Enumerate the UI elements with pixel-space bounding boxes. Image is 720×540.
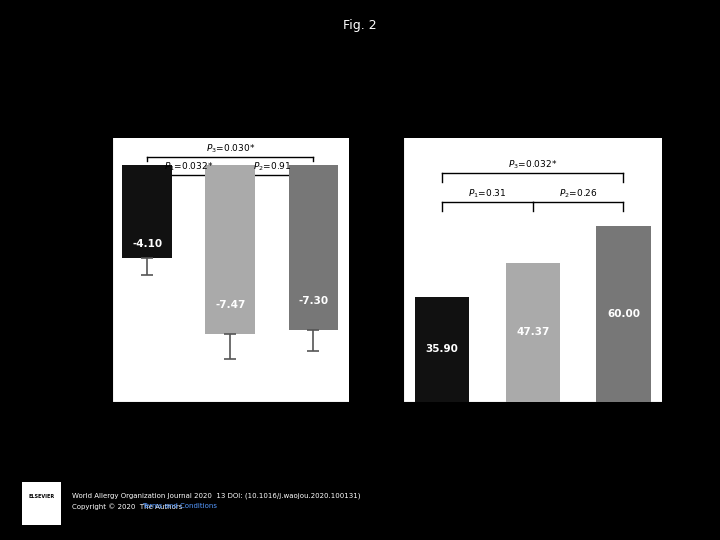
- Text: Terms and Conditions: Terms and Conditions: [143, 503, 217, 509]
- Text: B: B: [356, 117, 368, 132]
- Bar: [596, 226, 651, 402]
- Text: -7.47: -7.47: [215, 300, 246, 310]
- Text: $\it{P}$$_1$=0.032*: $\it{P}$$_1$=0.032*: [164, 161, 214, 173]
- Text: Copyright © 2020  The Authors: Copyright © 2020 The Authors: [72, 503, 184, 510]
- Bar: [205, 165, 256, 334]
- Text: $\it{P}$$_2$=0.26: $\it{P}$$_2$=0.26: [559, 187, 598, 200]
- Bar: [122, 165, 172, 258]
- Text: 60.00: 60.00: [607, 309, 640, 319]
- X-axis label: The Rates of Symptom Remission: The Rates of Symptom Remission: [428, 427, 637, 437]
- Text: $\it{P}$$_2$=0.91: $\it{P}$$_2$=0.91: [253, 161, 291, 173]
- Y-axis label: percentage: percentage: [366, 240, 376, 300]
- Text: World Allergy Organization Journal 2020  13 DOI: (10.1016/j.waojou.2020.100131): World Allergy Organization Journal 2020 …: [72, 492, 361, 499]
- Text: -7.30: -7.30: [298, 295, 328, 306]
- Bar: [289, 165, 338, 330]
- Text: 35.90: 35.90: [426, 345, 459, 354]
- Text: ELSEVIER: ELSEVIER: [28, 494, 55, 500]
- Text: 47.37: 47.37: [516, 327, 549, 337]
- X-axis label: The Change in TNSS: The Change in TNSS: [168, 427, 293, 437]
- Text: $\it{P}$$_3$=0.030*: $\it{P}$$_3$=0.030*: [206, 143, 255, 156]
- Text: $\it{P}$$_3$=0.032*: $\it{P}$$_3$=0.032*: [508, 158, 557, 171]
- Text: Fig. 2: Fig. 2: [343, 19, 377, 32]
- Y-axis label: TNSS Score: TNSS Score: [70, 240, 80, 300]
- Text: A: A: [59, 117, 71, 132]
- Text: $\it{P}$$_1$=0.31: $\it{P}$$_1$=0.31: [468, 187, 507, 200]
- Bar: [415, 297, 469, 402]
- Text: -4.10: -4.10: [132, 239, 163, 249]
- Bar: [505, 263, 560, 402]
